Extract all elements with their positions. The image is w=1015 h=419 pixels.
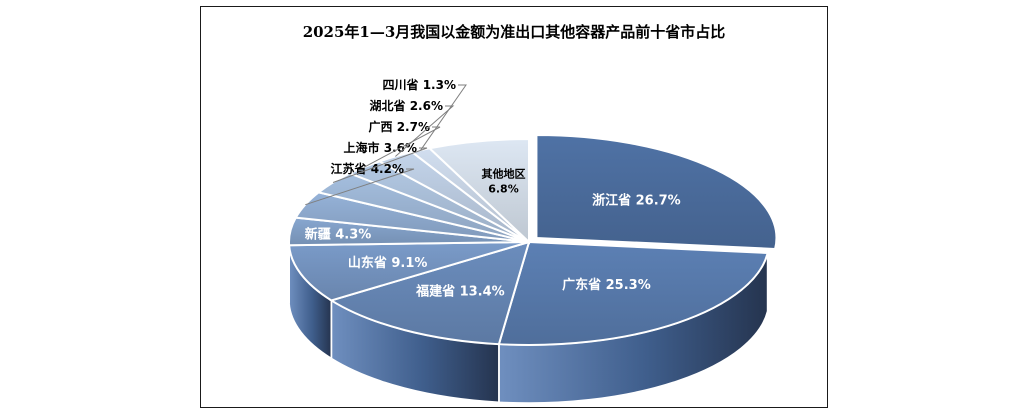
data-value-其他地区: 6.8% bbox=[488, 183, 519, 196]
leader-line-四川省 bbox=[420, 84, 467, 151]
chart-frame: 2025年1—3月我国以金额为准出口其他容器产品前十省市占比 浙江省 26.7%… bbox=[200, 6, 828, 408]
data-label-福建省: 福建省 13.4% bbox=[415, 283, 505, 299]
data-label-山东省: 山东省 9.1% bbox=[348, 255, 428, 271]
pie-slice-福建省 bbox=[328, 240, 531, 346]
data-label-新疆: 新疆 4.3% bbox=[305, 226, 372, 242]
pie-labels: 浙江省 26.7% 广东省 25.3% 福建省 13.4% 山东省 9.1% 新疆 4.… bbox=[305, 77, 681, 299]
pie-slice-浙江省 bbox=[535, 133, 778, 251]
pie-slice-其他地区 bbox=[427, 137, 530, 245]
data-label-广东省: 广东省 25.3% bbox=[562, 277, 651, 293]
data-label-广西: 广西 2.7% bbox=[369, 119, 430, 134]
data-label-浙江省: 浙江省 26.7% bbox=[592, 192, 681, 208]
leader-line-江苏省 bbox=[305, 168, 415, 206]
pie-chart: 浙江省 26.7% 广东省 25.3% 福建省 13.4% 山东省 9.1% 新疆 4.… bbox=[288, 77, 778, 404]
data-label-四川省: 四川省 1.3% bbox=[383, 77, 456, 92]
pie-top bbox=[288, 133, 778, 346]
data-label-湖北省: 湖北省 2.6% bbox=[370, 98, 443, 113]
pie-slice-山东省 bbox=[288, 241, 530, 302]
pie-slice-广东省 bbox=[497, 240, 769, 346]
chart-title: 2025年1—3月我国以金额为准出口其他容器产品前十省市占比 bbox=[302, 23, 726, 41]
data-label-其他地区: 其他地区 bbox=[481, 167, 525, 181]
leader-line-广西 bbox=[363, 126, 441, 168]
data-label-江苏省: 江苏省 4.2% bbox=[331, 161, 404, 176]
data-label-上海市: 上海市 3.6% bbox=[344, 140, 417, 155]
leader-line-湖北省 bbox=[395, 105, 455, 157]
